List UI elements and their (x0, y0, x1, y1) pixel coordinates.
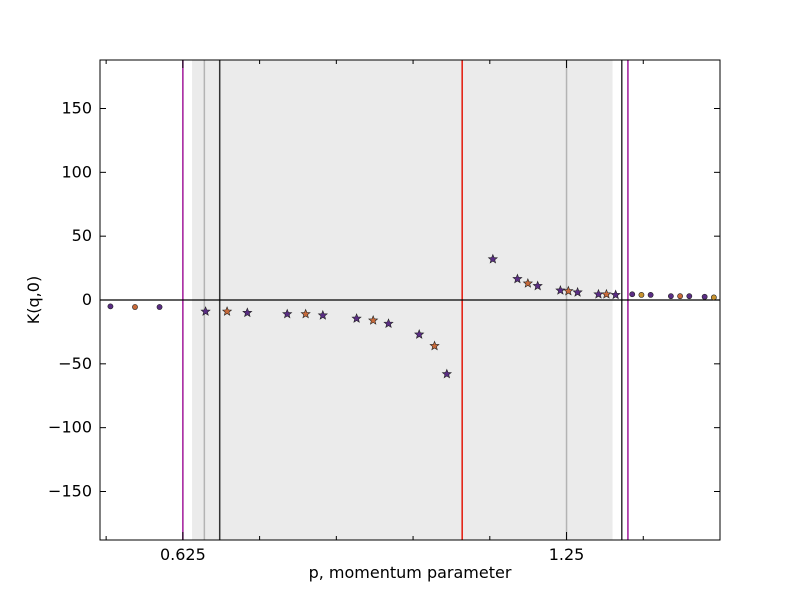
star-marker (242, 307, 253, 318)
circle-marker (638, 291, 645, 298)
star-marker (441, 368, 452, 379)
y-tick-label: −150 (48, 481, 92, 500)
circle-marker (156, 304, 163, 310)
star-marker (429, 340, 440, 351)
y-axis-title: K(q,0) (24, 276, 43, 324)
y-tick-label: 100 (61, 162, 92, 181)
circle-marker (701, 293, 708, 300)
y-tick-label: 50 (72, 226, 92, 245)
y-tick-label: −100 (48, 418, 92, 437)
circle-marker (667, 293, 674, 300)
star-marker (383, 318, 394, 329)
star-marker (282, 308, 293, 319)
circle-marker (710, 294, 717, 301)
star-marker (563, 285, 574, 296)
circle-marker (647, 291, 654, 298)
circle-marker (629, 291, 636, 298)
star-marker (368, 315, 379, 325)
circle-marker (677, 293, 683, 300)
star-marker (555, 285, 566, 295)
star-marker (572, 286, 583, 297)
star-marker (512, 273, 523, 284)
star-marker (317, 309, 328, 320)
star-marker (601, 288, 612, 299)
star-marker (487, 253, 499, 264)
axes: −150 −100 −50 0 50 100 150 0.625 1.25 (48, 59, 721, 564)
x-axis-title: p, momentum parameter (309, 563, 512, 582)
star-marker (300, 308, 311, 319)
star-marker (200, 306, 211, 316)
star-marker (522, 277, 534, 288)
circle-marker (132, 304, 138, 310)
star-marker (351, 313, 362, 323)
star-marker (414, 329, 425, 339)
data-marks (107, 253, 717, 379)
circle-marker (686, 293, 693, 300)
y-tick-label: 0 (82, 290, 92, 309)
star-marker (532, 280, 543, 291)
star-marker (221, 306, 233, 316)
plot-area (100, 60, 720, 540)
star-marker (610, 289, 621, 300)
y-tick-label: 150 (61, 99, 92, 118)
x-tick-label: 0.625 (160, 545, 206, 564)
y-tick-label: −50 (58, 354, 92, 373)
circle-marker (107, 303, 114, 310)
x-tick-label: 1.25 (549, 545, 585, 564)
